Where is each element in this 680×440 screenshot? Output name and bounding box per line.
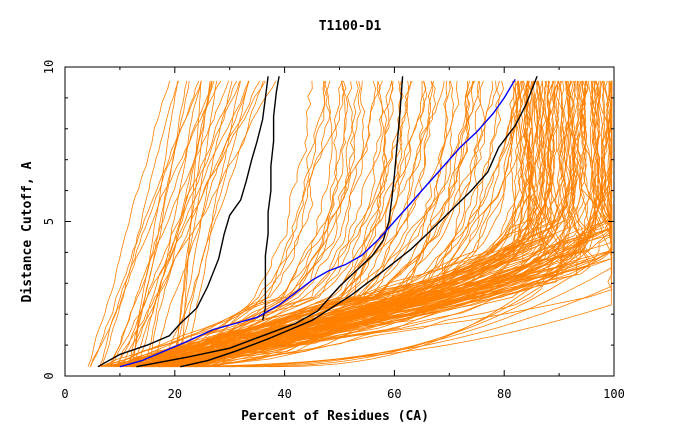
highlight-series-group	[97, 76, 538, 368]
background-series-line	[147, 80, 215, 367]
background-series-line	[145, 80, 202, 367]
background-series-line	[159, 80, 428, 368]
background-series-line	[186, 80, 347, 368]
background-series-line	[125, 80, 543, 368]
background-series-line	[188, 80, 384, 368]
background-series-line	[90, 80, 222, 367]
background-series-line	[136, 80, 565, 368]
background-series-line	[166, 80, 571, 368]
background-series-line	[173, 80, 218, 367]
background-series-line	[152, 80, 576, 368]
background-series-line	[157, 80, 589, 368]
background-series-line	[138, 80, 541, 368]
background-series-line	[158, 80, 313, 367]
axis-ticks: 0 20 40 60 80 100 0 5 10	[42, 60, 625, 401]
background-series-line	[170, 80, 331, 367]
background-series-line	[268, 181, 612, 368]
background-series-line	[174, 80, 333, 367]
background-series-line	[136, 80, 212, 367]
y-tick-label: 5	[42, 218, 56, 225]
y-axis-label: Distance Cutoff, A	[20, 161, 35, 302]
background-series-line	[115, 80, 277, 367]
background-series-line	[195, 80, 519, 368]
blue-series-line	[119, 79, 516, 368]
background-series-line	[153, 80, 250, 367]
background-series-line	[172, 80, 233, 367]
background-series-line	[89, 80, 202, 367]
background-series-line	[99, 80, 200, 367]
background-series-line	[87, 80, 170, 367]
background-series-line	[101, 80, 179, 367]
background-series-line	[161, 80, 264, 367]
highlight-series-line-4	[180, 76, 538, 368]
x-tick-label: 20	[168, 387, 182, 401]
background-series-line	[150, 80, 596, 368]
background-series-line	[133, 80, 574, 368]
highlight-series-line-1	[97, 76, 269, 368]
chart-title: T1100-D1	[319, 19, 382, 34]
background-series-line	[117, 80, 238, 367]
background-series-line	[111, 80, 213, 367]
x-tick-label: 100	[603, 387, 625, 401]
background-series-line	[213, 211, 612, 368]
x-tick-label: 60	[387, 387, 401, 401]
background-series-line	[121, 80, 261, 367]
background-series-line	[187, 80, 241, 367]
background-series-line	[131, 80, 188, 367]
background-series-line	[151, 80, 603, 368]
background-series-line	[110, 80, 229, 367]
y-tick-label: 10	[42, 60, 56, 74]
background-series-line	[113, 80, 436, 368]
background-series-line	[113, 80, 560, 368]
background-series-line	[124, 80, 451, 368]
background-series-line	[125, 80, 612, 368]
background-series-line	[132, 80, 250, 367]
background-series-line	[153, 80, 384, 368]
y-tick-label: 0	[42, 372, 56, 379]
background-series-line	[115, 80, 331, 368]
background-series-line	[128, 80, 190, 367]
background-series-line	[173, 80, 211, 367]
highlight-series-line-2	[261, 76, 280, 321]
x-axis-label: Percent of Residues (CA)	[241, 409, 429, 424]
background-series-line	[141, 80, 354, 368]
x-tick-label: 80	[497, 387, 511, 401]
x-tick-label: 0	[61, 387, 68, 401]
background-series-line	[98, 80, 361, 368]
background-series-line	[209, 80, 613, 368]
background-series-line	[158, 241, 612, 368]
background-series-line	[108, 80, 266, 367]
background-series-line	[182, 80, 326, 368]
background-series-line	[240, 196, 612, 368]
background-series-line	[159, 80, 366, 368]
background-series-line	[184, 80, 502, 368]
background-series-group	[87, 80, 613, 368]
x-tick-label: 40	[277, 387, 291, 401]
background-series-line	[111, 80, 427, 368]
background-series-line	[125, 80, 568, 368]
highlight-series-line-3	[136, 76, 404, 368]
background-series-line	[100, 80, 381, 368]
background-series-line	[119, 80, 555, 368]
background-series-line	[180, 80, 586, 368]
